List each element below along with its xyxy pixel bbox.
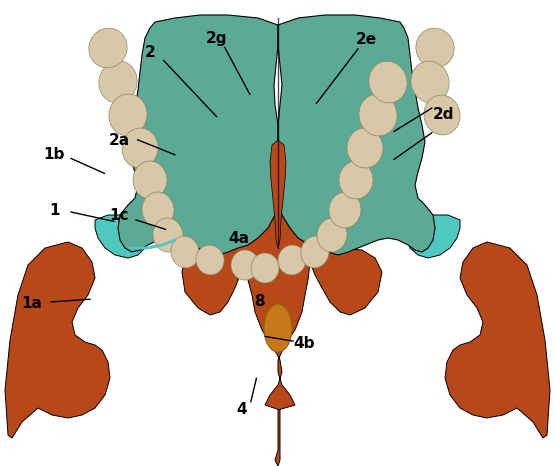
Text: 1c: 1c [109,208,129,223]
Polygon shape [445,242,550,438]
Text: 2a: 2a [109,133,130,148]
Ellipse shape [122,128,158,168]
Ellipse shape [317,218,347,252]
Ellipse shape [329,192,361,228]
Ellipse shape [416,28,454,68]
Text: 1b: 1b [44,147,65,162]
Ellipse shape [411,61,449,103]
Polygon shape [5,242,110,438]
Ellipse shape [109,94,147,136]
Polygon shape [408,215,460,258]
Polygon shape [278,15,435,255]
Ellipse shape [133,161,167,199]
Ellipse shape [278,245,306,275]
Ellipse shape [339,161,373,199]
Ellipse shape [153,218,183,252]
Ellipse shape [142,192,174,228]
Ellipse shape [301,236,329,268]
Ellipse shape [231,250,259,280]
Ellipse shape [424,95,460,135]
Ellipse shape [89,28,127,68]
Text: 1: 1 [49,203,59,218]
Ellipse shape [369,61,407,103]
Ellipse shape [171,236,199,268]
Polygon shape [95,215,148,258]
Ellipse shape [264,304,292,352]
Text: 2g: 2g [206,31,227,46]
Ellipse shape [251,253,279,283]
Text: 2d: 2d [433,107,455,122]
Ellipse shape [359,94,397,136]
Polygon shape [118,15,278,255]
Polygon shape [182,200,382,466]
Ellipse shape [196,245,224,275]
Text: 8: 8 [254,295,265,309]
Text: 4b: 4b [294,336,315,351]
Text: 1a: 1a [22,296,43,311]
Text: 2: 2 [144,45,155,60]
Text: 4a: 4a [228,231,249,246]
Text: 4: 4 [236,402,247,417]
Ellipse shape [347,128,383,168]
Text: 2e: 2e [356,32,377,47]
Polygon shape [270,140,286,248]
Ellipse shape [99,61,137,103]
